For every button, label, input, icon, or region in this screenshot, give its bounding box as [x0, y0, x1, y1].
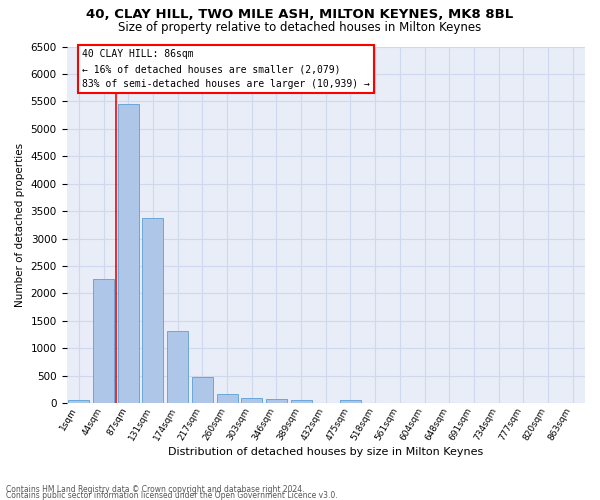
Bar	[68, 400, 89, 403]
Text: Contains HM Land Registry data © Crown copyright and database right 2024.: Contains HM Land Registry data © Crown c…	[6, 484, 305, 494]
X-axis label: Distribution of detached houses by size in Milton Keynes: Distribution of detached houses by size …	[168, 448, 484, 458]
Bar	[241, 398, 262, 403]
Bar	[142, 218, 163, 403]
Text: 40 CLAY HILL: 86sqm
← 16% of detached houses are smaller (2,079)
83% of semi-det: 40 CLAY HILL: 86sqm ← 16% of detached ho…	[82, 49, 370, 89]
Bar	[340, 400, 361, 403]
Bar	[118, 104, 139, 403]
Bar	[266, 400, 287, 403]
Bar	[167, 332, 188, 403]
Text: Size of property relative to detached houses in Milton Keynes: Size of property relative to detached ho…	[118, 21, 482, 34]
Text: Contains public sector information licensed under the Open Government Licence v3: Contains public sector information licen…	[6, 490, 338, 500]
Bar	[93, 278, 114, 403]
Y-axis label: Number of detached properties: Number of detached properties	[15, 143, 25, 307]
Bar	[217, 394, 238, 403]
Bar	[192, 377, 213, 403]
Bar	[290, 400, 311, 403]
Text: 40, CLAY HILL, TWO MILE ASH, MILTON KEYNES, MK8 8BL: 40, CLAY HILL, TWO MILE ASH, MILTON KEYN…	[86, 8, 514, 20]
